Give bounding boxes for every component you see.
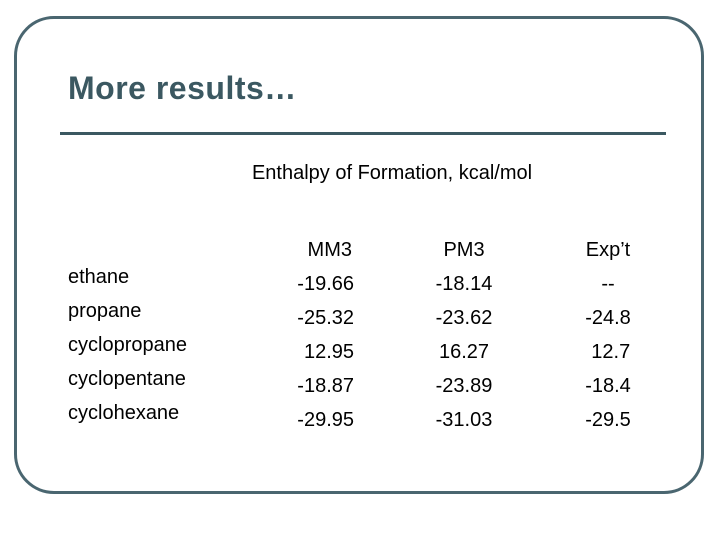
pm3-header: PM3	[443, 239, 485, 261]
compound-name: cyclopropane	[68, 334, 187, 356]
mm3-column: MM3 -19.66 -25.32 12.95 -18.87 -29.95	[282, 233, 354, 437]
expt-column: Exp’t -- -24.8 12.7 -18.4 -29.5	[572, 233, 644, 437]
compound-name: cyclopentane	[68, 368, 186, 390]
pm3-value: -18.14	[435, 273, 493, 295]
expt-value: -29.5	[585, 409, 631, 431]
title-divider	[60, 132, 666, 135]
mm3-header: MM3	[307, 239, 352, 261]
slide-title: More results…	[68, 70, 297, 106]
compound-name: propane	[68, 300, 142, 322]
mm3-value: -29.95	[297, 409, 354, 431]
mm3-value: 12.95	[298, 341, 354, 363]
expt-value: 12.7	[585, 341, 631, 363]
mm3-value: -18.87	[297, 375, 354, 397]
pm3-value: 16.27	[438, 341, 490, 363]
pm3-value: -23.89	[435, 375, 493, 397]
compound-names-column: ethane propane cyclopropane cyclopentane…	[68, 260, 187, 430]
pm3-column: PM3 -18.14 -23.62 16.27 -23.89 -31.03	[428, 233, 500, 437]
mm3-value: -25.32	[297, 307, 354, 329]
expt-value: -18.4	[585, 375, 631, 397]
pm3-value: -23.62	[435, 307, 493, 329]
compound-name: ethane	[68, 266, 130, 288]
compound-name: cyclohexane	[68, 402, 180, 424]
pm3-value: -31.03	[435, 409, 493, 431]
table-caption: Enthalpy of Formation, kcal/mol	[251, 162, 533, 184]
mm3-value: -19.66	[297, 273, 354, 295]
expt-value: -24.8	[585, 307, 631, 329]
slide-frame	[14, 16, 704, 494]
expt-header: Exp’t	[585, 239, 631, 261]
expt-value: --	[601, 273, 615, 295]
